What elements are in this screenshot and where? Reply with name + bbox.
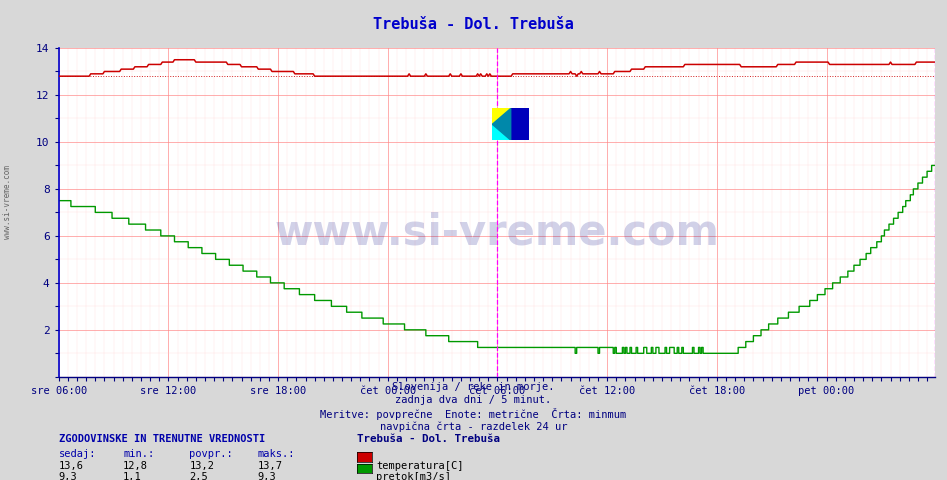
Text: www.si-vreme.com: www.si-vreme.com [275, 211, 719, 253]
Text: 9,3: 9,3 [258, 472, 277, 480]
Polygon shape [510, 108, 529, 140]
Text: sedaj:: sedaj: [59, 449, 97, 459]
Text: 12,8: 12,8 [123, 461, 148, 471]
Text: 13,2: 13,2 [189, 461, 214, 471]
Text: povpr.:: povpr.: [189, 449, 233, 459]
Text: 1,1: 1,1 [123, 472, 142, 480]
Text: 2,5: 2,5 [189, 472, 208, 480]
Polygon shape [492, 124, 510, 140]
Text: 13,6: 13,6 [59, 461, 83, 471]
Text: Meritve: povprečne  Enote: metrične  Črta: minmum: Meritve: povprečne Enote: metrične Črta:… [320, 408, 627, 420]
Text: Trebuša - Dol. Trebuša: Trebuša - Dol. Trebuša [357, 434, 500, 444]
Polygon shape [492, 108, 510, 140]
Text: www.si-vreme.com: www.si-vreme.com [3, 165, 12, 239]
Text: temperatura[C]: temperatura[C] [376, 461, 463, 471]
Text: navpična črta - razdelek 24 ur: navpična črta - razdelek 24 ur [380, 422, 567, 432]
Text: zadnja dva dni / 5 minut.: zadnja dva dni / 5 minut. [396, 395, 551, 405]
Text: Trebuša - Dol. Trebuša: Trebuša - Dol. Trebuša [373, 17, 574, 32]
Text: 9,3: 9,3 [59, 472, 78, 480]
Text: maks.:: maks.: [258, 449, 295, 459]
Text: ZGODOVINSKE IN TRENUTNE VREDNOSTI: ZGODOVINSKE IN TRENUTNE VREDNOSTI [59, 434, 265, 444]
Text: 13,7: 13,7 [258, 461, 282, 471]
Text: Slovenija / reke in morje.: Slovenija / reke in morje. [392, 382, 555, 392]
Bar [492, 108, 510, 124]
Text: min.:: min.: [123, 449, 154, 459]
Text: pretok[m3/s]: pretok[m3/s] [376, 472, 451, 480]
